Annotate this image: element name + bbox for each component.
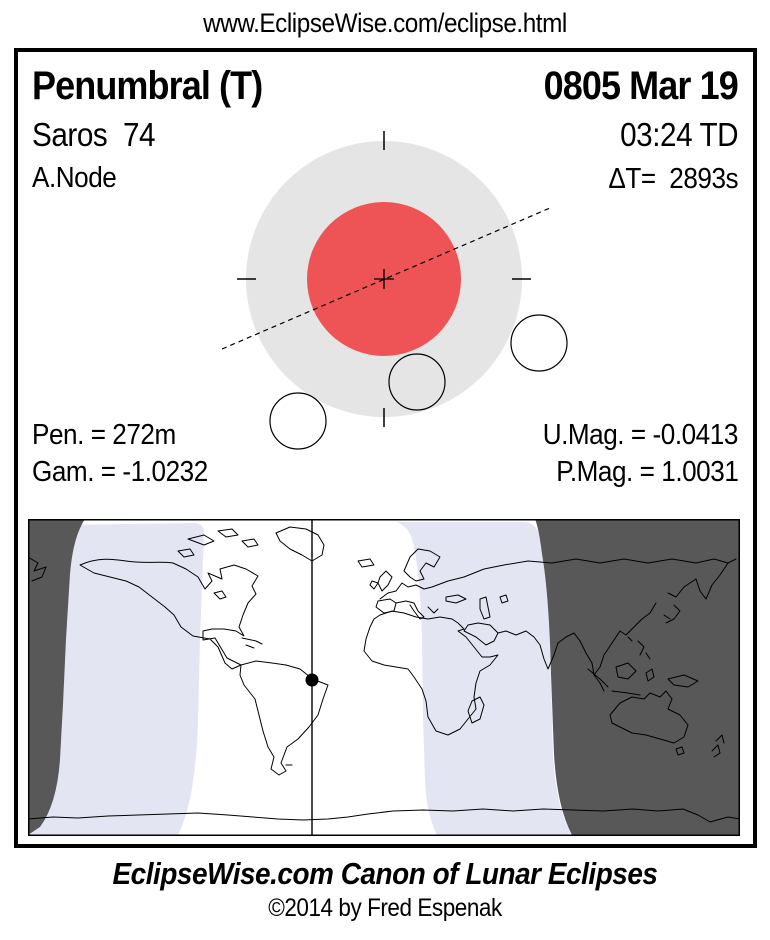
map-border <box>28 519 740 836</box>
coast-north-america <box>79 558 259 670</box>
visibility-map <box>28 519 740 836</box>
map-night-zone-west <box>28 519 85 835</box>
coast-india <box>497 630 605 692</box>
coast-australia <box>609 690 689 744</box>
coast-indonesia-philippines <box>587 640 699 696</box>
map-night-zone-east <box>535 519 740 835</box>
coast-china <box>593 602 657 676</box>
coast-europe-mainland <box>379 576 465 600</box>
coast-great-lakes <box>213 590 227 600</box>
coast-kamchatka <box>667 562 729 600</box>
coast-japan <box>663 604 681 624</box>
coast-scandinavia <box>403 548 441 582</box>
eclipse-type-title: Penumbral (T) <box>32 64 263 108</box>
saros-label: Saros 74 <box>32 116 156 153</box>
moon-circle-greatest <box>388 353 446 411</box>
coast-arctic-islands <box>177 528 259 558</box>
coast-italy-balkans <box>395 600 439 620</box>
url-title: www.EclipseWise.com/eclipse.html <box>203 8 567 38</box>
coast-siberia-arctic <box>463 558 737 578</box>
coast-madagascar <box>467 696 485 724</box>
coast-antarctica <box>28 808 740 823</box>
coast-siberia-west <box>28 556 47 582</box>
eclipse-date: 0805 Mar 19 <box>543 64 739 108</box>
eclipse-geometry-diagram <box>221 131 568 450</box>
moon-path-line <box>221 207 551 350</box>
sub-lunar-point <box>305 673 319 687</box>
coast-caspian-aral <box>479 594 509 620</box>
coast-tasmania-nz <box>675 734 725 758</box>
moon-circle-last-contact <box>510 314 568 372</box>
greatest-eclipse-time: 03:24 TD <box>619 116 738 153</box>
coast-black-sea <box>445 594 467 604</box>
coast-africa <box>363 610 499 736</box>
gamma-value: Gam. = -1.0232 <box>32 456 208 488</box>
umbral-magnitude: U.Mag. = -0.0413 <box>542 419 739 451</box>
node-label: A.Node <box>32 162 117 194</box>
continent-outlines <box>28 526 740 823</box>
copyright: ©2014 by Fred Espenak <box>268 894 502 922</box>
eclipse-card: Penumbral (T) 0805 Mar 19 Saros 74 03:24… <box>14 48 757 848</box>
moon-circle-first-contact <box>269 392 327 450</box>
map-partial-zone-east <box>396 522 572 835</box>
map-partial-zone-west <box>28 523 204 835</box>
penumbral-duration: Pen. = 272m <box>32 419 176 451</box>
delta-t-value: ΔT= 2893s <box>608 163 738 195</box>
footer-title: EclipseWise.com Canon of Lunar Eclipses <box>112 856 658 891</box>
coast-greenland <box>275 526 325 562</box>
coast-iceland <box>357 558 375 568</box>
coast-caribbean <box>241 637 263 649</box>
coast-british-isles <box>369 570 393 592</box>
penumbral-magnitude: P.Mag. = 1.0031 <box>555 456 739 488</box>
coast-south-america <box>239 660 329 776</box>
